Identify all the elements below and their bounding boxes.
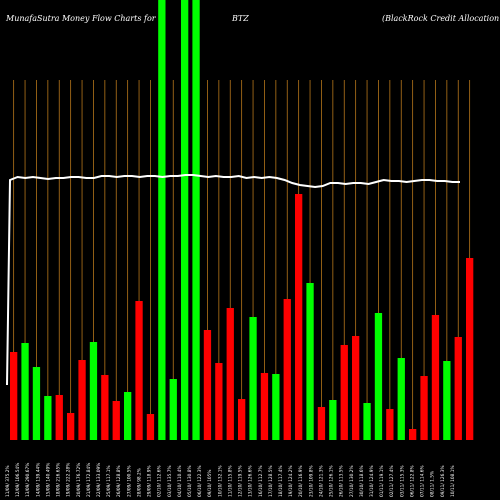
x-tick-label: 25/09/ 117.1% [106,465,112,497]
money-flow-bar [169,379,177,440]
x-tick-label: 10/11/ 108.1% [450,465,456,497]
money-flow-bar [124,392,132,440]
x-tick-label: 22/09/ 133.09% [96,463,102,497]
money-flow-bar [272,374,280,440]
money-flow-bar [466,258,474,440]
x-tick-label: 15/09/ 140.49% [45,463,51,497]
x-tick-label: 14/09/ 139.44% [35,463,41,497]
money-flow-bar [431,315,440,440]
x-tick-label: 24/10/ 121.3% [318,465,324,497]
x-tick-label: 07/11/ 114.6% [420,465,426,497]
money-flow-bar [317,407,326,440]
money-flow-bars [10,0,474,440]
money-flow-bar [203,330,212,440]
money-flow-bar [215,363,223,440]
money-flow-bar [454,337,462,440]
money-flow-bar [10,352,18,440]
x-tick-label: 13/10/ 126.6% [248,465,254,497]
money-flow-bar [420,376,428,440]
money-flow-bar [146,414,155,440]
money-flow-bar [443,361,451,440]
x-tick-label: 19/10/ 124.2% [288,465,294,497]
money-flow-bar [101,375,109,440]
money-flow-bar [112,401,120,440]
x-tick-label: 08/11/ 1.5% [430,471,436,497]
x-tick-label: 05/10/ 130.8% [187,465,193,497]
x-tick-label: 26/10/ 113.5% [339,465,345,497]
x-tick-label: 09/11/ 126.3% [440,465,446,497]
price-line [6,174,460,386]
x-tick-label: 12/09/ 106.54% [15,463,21,497]
x-tick-label: 20/09/ 176.72% [76,463,82,497]
x-tick-label: 01/11/ 119.1% [379,465,385,497]
x-tick-label: 16/10/ 112.7% [258,465,264,497]
x-tick-label: 03/11/ 115.3% [399,465,405,497]
money-flow-bar [374,313,383,440]
money-flow-bar [158,0,166,440]
money-flow-bar [386,409,394,440]
x-tick-label: 18/10/ 117.4% [278,465,284,497]
money-flow-bar [329,400,337,440]
money-flow-bar [55,395,63,440]
money-flow-bar [89,342,98,440]
x-tick-label: 11/10/ 115.8% [227,465,233,497]
money-flow-bar [397,358,405,440]
money-flow-bar [238,399,246,440]
money-flow-bar [283,299,291,440]
x-tick-label: 02/11/ 127.4% [389,465,395,497]
x-tick-label: 21/09/ 172.84% [86,463,92,497]
money-flow-bar [352,336,360,440]
x-tick-label: 26/09/ 128.8% [116,465,122,497]
x-tick-label: 13/09/ 290.67% [25,463,31,497]
x-axis-tick-labels: 11/09/ 375.2% 12/09/ 106.54% 13/09/ 290.67… [5,463,456,497]
x-tick-label: 17/10/ 128.5% [268,465,274,497]
x-tick-label: 27/09/ 100.5% [126,465,132,497]
x-tick-label: 18/09/ 216.65% [56,463,62,497]
money-flow-bar [340,345,348,440]
money-flow-bar [135,301,143,440]
money-flow-bar [21,343,29,440]
money-flow-bar [363,403,371,440]
x-tick-label: 29/09/ 118.9% [147,465,153,497]
x-tick-label: 27/10/ 130.2% [349,465,355,497]
money-flow-bar [78,360,86,440]
x-tick-label: 06/10/ 122.3% [197,465,203,497]
money-flow-bar [306,283,314,440]
money-flow-bar [260,373,269,440]
x-tick-label: 11/09/ 375.2% [5,465,11,497]
header-company-name: (BlackRock Credit Allocation Inc [382,14,500,23]
header-site-text: MunafaSutra Money Flow Charts for [5,14,157,23]
x-tick-label: 03/10/ 135.7% [167,465,173,497]
header-symbol-text: BTZ [231,14,249,23]
money-flow-bar [181,0,189,440]
x-tick-label: 23/10/ 109.8% [308,465,314,497]
x-tick-label: 12/10/ 119.5% [238,465,244,497]
x-tick-label: 30/10/ 118.6% [359,465,365,497]
x-tick-label: 10/10/ 132.1% [217,465,223,497]
x-tick-label: 20/10/ 116.9% [298,465,304,497]
x-tick-label: 19/09/ 222.28% [66,463,72,497]
money-flow-bar [192,0,200,440]
money-flow-bar [44,396,52,440]
x-tick-label: 02/10/ 112.6% [157,465,163,497]
money-flow-bar [32,367,41,440]
x-tick-label: 31/10/ 124.9% [369,465,375,497]
x-tick-label: 09/10/ 105% [207,470,213,497]
x-tick-label: 25/10/ 126.1% [329,465,335,497]
money-flow-bar [409,429,417,440]
x-tick-label: 06/11/ 122.8% [409,465,415,497]
money-flow-bar [295,194,303,440]
money-flow-bar [67,413,75,440]
x-tick-label: 28/09/ 98.2% [136,468,142,497]
x-tick-label: 04/10/ 110.4% [177,465,183,497]
money-flow-bar [249,317,257,440]
money-flow-bar [226,308,234,440]
